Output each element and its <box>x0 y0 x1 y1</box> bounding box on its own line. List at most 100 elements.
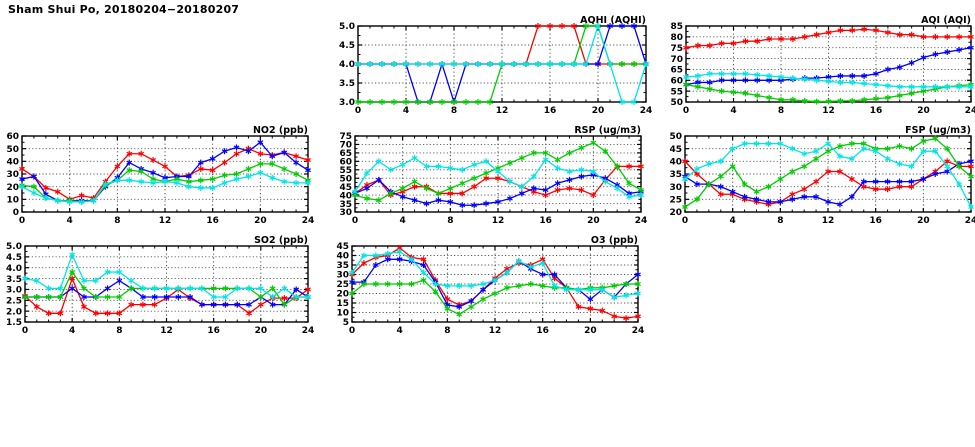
panel-title-o3: O3 (ppb) <box>591 235 638 246</box>
data-point-marker <box>542 157 549 162</box>
x-axis-tick-label: 4 <box>403 106 409 116</box>
data-point-marker <box>408 281 415 287</box>
data-point-marker <box>162 175 168 180</box>
data-point-marker <box>185 174 192 179</box>
data-point-marker <box>246 311 252 316</box>
data-point-marker <box>801 98 808 103</box>
chart-panel-so2: 1.5 2.0 2.5 3.0 3.5 4.0 4.5 5.0 0 4 8 12 16 20 24 SO2 (… <box>0 234 320 342</box>
x-axis-tick-label: 0 <box>22 326 28 336</box>
data-point-marker <box>116 278 123 283</box>
data-point-marker <box>372 281 379 287</box>
data-point-marker <box>742 39 749 44</box>
data-point-marker <box>367 61 373 67</box>
y-axis-tick-label: 20 <box>669 208 682 218</box>
data-point-marker <box>174 180 180 185</box>
data-point-marker <box>22 295 28 300</box>
data-point-marker <box>614 164 621 169</box>
data-point-marker <box>861 97 868 102</box>
data-point-marker <box>753 141 760 146</box>
data-point-marker <box>932 84 939 89</box>
x-axis-tick-label: 8 <box>778 106 784 116</box>
panel-title-aqhi: AQHI (AQHI) <box>580 15 646 26</box>
data-point-marker <box>789 197 796 202</box>
data-point-marker <box>420 257 427 262</box>
x-axis-tick-label: 24 <box>640 106 653 116</box>
data-point-marker <box>623 281 629 287</box>
data-point-marker <box>375 198 382 203</box>
data-point-marker <box>126 151 133 156</box>
data-point-marker <box>908 60 915 65</box>
data-point-marker <box>635 281 641 287</box>
x-axis-tick-label: 8 <box>777 216 783 226</box>
data-point-marker <box>257 286 264 291</box>
data-point-marker <box>81 286 87 291</box>
x-axis-tick-label: 12 <box>160 326 173 336</box>
data-point-marker <box>415 99 421 105</box>
data-point-marker <box>530 189 537 194</box>
data-point-marker <box>459 203 466 208</box>
x-axis-tick-label: 24 <box>965 216 975 226</box>
data-point-marker <box>399 189 406 194</box>
data-point-marker <box>765 199 772 204</box>
data-point-marker <box>22 276 28 281</box>
data-point-marker <box>209 185 216 190</box>
data-point-marker <box>372 253 379 258</box>
data-point-marker <box>683 45 689 50</box>
data-point-marker <box>920 139 927 144</box>
data-point-marker <box>884 179 891 184</box>
x-axis-tick-label: 16 <box>870 106 883 116</box>
data-point-marker <box>837 169 843 174</box>
data-point-marker <box>527 264 534 269</box>
data-point-marker <box>209 168 216 173</box>
data-point-marker <box>694 171 700 177</box>
y-axis-tick-label: 5.0 <box>6 242 22 252</box>
data-point-marker <box>884 30 891 35</box>
data-point-marker <box>104 270 111 275</box>
data-point-marker <box>69 276 76 281</box>
data-point-marker <box>352 193 358 198</box>
data-point-marker <box>527 281 534 287</box>
data-point-marker <box>932 136 939 141</box>
data-point-marker <box>305 158 311 163</box>
data-point-marker <box>33 278 40 283</box>
y-axis-tick-label: 2.0 <box>6 307 22 317</box>
data-point-marker <box>599 287 606 292</box>
data-point-marker <box>932 171 939 177</box>
data-point-marker <box>920 177 927 182</box>
data-point-marker <box>269 286 276 291</box>
y-axis-tick-label: 35 <box>339 200 352 210</box>
data-point-marker <box>187 286 193 291</box>
y-axis-tick-label: 45 <box>336 242 349 252</box>
y-axis-tick-label: 4.0 <box>6 264 22 274</box>
data-point-marker <box>42 192 49 197</box>
data-point-marker <box>423 186 430 191</box>
x-axis-tick-label: 4 <box>730 106 736 116</box>
data-point-marker <box>151 286 158 291</box>
data-point-marker <box>602 179 609 184</box>
data-point-marker <box>571 23 577 29</box>
y-axis-tick-label: 25 <box>336 280 349 290</box>
data-point-marker <box>435 164 442 169</box>
x-axis-tick-label: 16 <box>207 326 220 336</box>
data-point-marker <box>551 272 558 277</box>
data-point-marker <box>849 98 856 103</box>
data-point-marker <box>361 261 367 266</box>
data-point-marker <box>813 149 819 154</box>
data-point-marker <box>361 281 367 287</box>
data-point-marker <box>590 172 597 177</box>
chart-svg-aqhi: 3.0 3.5 4.0 4.5 5.0 0 4 8 12 16 20 24 AQHI (AQHI) <box>339 15 653 116</box>
y-axis-tick-label: 3.5 <box>339 79 355 89</box>
x-axis-tick-label: 24 <box>635 216 648 226</box>
data-point-marker <box>683 82 689 87</box>
data-point-marker <box>281 296 288 301</box>
data-point-marker <box>551 283 558 288</box>
data-point-marker <box>499 61 505 67</box>
data-point-marker <box>399 186 406 191</box>
data-point-marker <box>511 61 517 67</box>
data-point-marker <box>444 297 451 302</box>
data-point-marker <box>210 302 217 307</box>
data-point-marker <box>375 177 382 182</box>
data-point-marker <box>578 188 585 193</box>
series-line <box>21 141 309 202</box>
